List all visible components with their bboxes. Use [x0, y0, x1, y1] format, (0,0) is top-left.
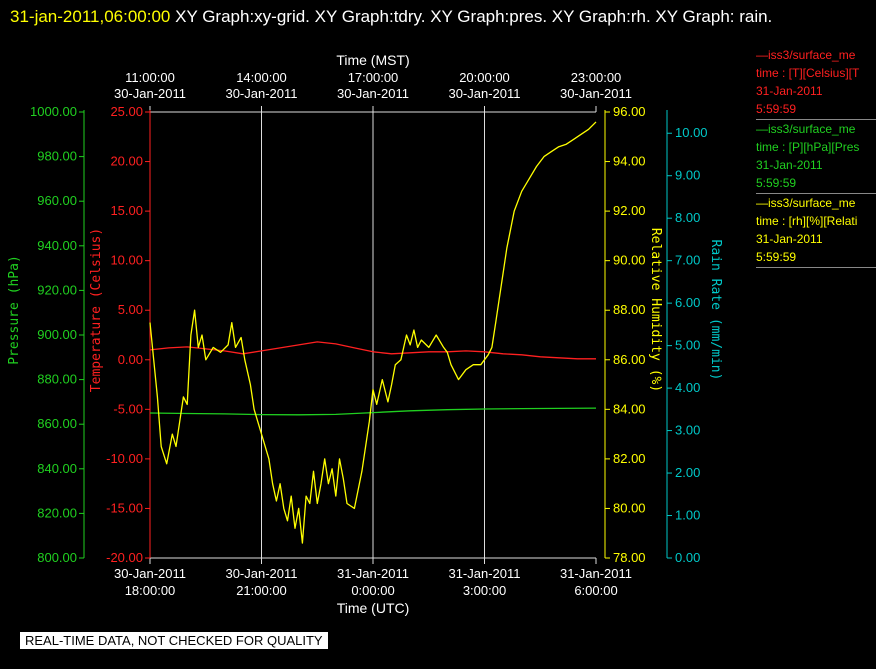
legend-line: time : [P][hPa][Pres: [756, 140, 860, 154]
pressure-tick-label: 800.00: [37, 550, 77, 565]
pressure-tick-label: 980.00: [37, 149, 77, 164]
rh-tick-label: 86.00: [613, 352, 646, 367]
x-tick-label-time: 18:00:00: [125, 583, 176, 598]
rain-tick-label: 7.00: [675, 253, 700, 268]
x-tick-label-date: 30-Jan-2011: [225, 566, 297, 581]
rain-tick-label: 0.00: [675, 550, 700, 565]
x-tick-label-date: 30-Jan-2011: [114, 566, 186, 581]
pressure-series-line: [149, 407, 597, 416]
rain-tick-label: 2.00: [675, 465, 700, 480]
top-tick-label-date: 30-Jan-2011: [560, 86, 632, 101]
rh-tick-label: 84.00: [613, 401, 646, 416]
rh-tick-label: 90.00: [613, 253, 646, 268]
legend-line: time : [rh][%][Relati: [756, 214, 858, 228]
temperature-tick-label: -10.00: [106, 451, 143, 466]
graph-list: XY Graph:xy-grid. XY Graph:tdry. XY Grap…: [175, 7, 773, 26]
legend-line: 5:59:59: [756, 250, 797, 264]
top-tick-label-time: 23:00:00: [571, 70, 622, 85]
pressure-tick-label: 840.00: [37, 461, 77, 476]
quality-notice: REAL-TIME DATA, NOT CHECKED FOR QUALITY: [20, 632, 328, 649]
rh-tick-label: 80.00: [613, 500, 646, 515]
rh-tick-label: 92.00: [613, 203, 646, 218]
x-tick-label-time: 6:00:00: [574, 583, 617, 598]
x-axis-title: Time (UTC): [337, 600, 410, 616]
legend: —iss3/surface_me time : [T][Celsius][T 3…: [756, 46, 876, 268]
top-tick-label-date: 30-Jan-2011: [225, 86, 297, 101]
temperature-tick-label: 20.00: [110, 154, 143, 169]
top-tick-label-date: 30-Jan-2011: [114, 86, 186, 101]
legend-line: time : [T][Celsius][T: [756, 66, 860, 80]
legend-line: 31-Jan-2011: [756, 158, 823, 172]
legend-line: 5:59:59: [756, 102, 797, 116]
rain-tick-label: 3.00: [675, 423, 700, 438]
pressure-axis-title: Pressure (hPa): [7, 255, 22, 365]
temperature-tick-label: -5.00: [113, 401, 143, 416]
legend-line: 31-Jan-2011: [756, 232, 823, 246]
pressure-tick-label: 960.00: [37, 193, 77, 208]
legend-entry-temperature[interactable]: —iss3/surface_me time : [T][Celsius][T 3…: [756, 46, 876, 120]
x-tick-label-time: 3:00:00: [463, 583, 506, 598]
rh-axis-title: Relative Humidity (%): [648, 228, 663, 392]
pressure-tick-label: 1000.00: [30, 104, 77, 119]
temperature-tick-label: -15.00: [106, 500, 143, 515]
top-tick-label-time: 14:00:00: [236, 70, 287, 85]
legend-line: —iss3/surface_me: [756, 196, 856, 210]
top-tick-label-time: 17:00:00: [348, 70, 399, 85]
x-tick-label-time: 21:00:00: [236, 583, 287, 598]
temperature-tick-label: 25.00: [110, 104, 143, 119]
rain-tick-label: 10.00: [675, 125, 708, 140]
page-title: 31-jan-2011,06:00:00 XY Graph:xy-grid. X…: [10, 3, 850, 31]
top-tick-label-time: 20:00:00: [459, 70, 510, 85]
legend-line: 5:59:59: [756, 176, 797, 190]
rh-tick-label: 94.00: [613, 154, 646, 169]
pressure-tick-label: 820.00: [37, 505, 77, 520]
legend-entry-humidity[interactable]: —iss3/surface_me time : [rh][%][Relati 3…: [756, 194, 876, 268]
top-tick-label-date: 30-Jan-2011: [337, 86, 409, 101]
legend-line: 31-Jan-2011: [756, 84, 823, 98]
temperature-series-line: [149, 341, 596, 360]
rh-tick-label: 96.00: [613, 104, 646, 119]
rain-tick-label: 4.00: [675, 380, 700, 395]
rain-axis-title: Rain Rate (mm/min): [708, 240, 723, 381]
rain-tick-label: 5.00: [675, 338, 700, 353]
pressure-tick-label: 880.00: [37, 372, 77, 387]
legend-line: —iss3/surface_me: [756, 48, 856, 62]
temperature-tick-label: 0.00: [118, 352, 143, 367]
top-axis-title: Time (MST): [336, 52, 409, 68]
top-tick-label-time: 11:00:00: [125, 70, 175, 85]
rain-tick-label: 8.00: [675, 210, 700, 225]
timestamp: 31-jan-2011,06:00:00: [10, 7, 171, 26]
pressure-tick-label: 900.00: [37, 327, 77, 342]
pressure-tick-label: 860.00: [37, 416, 77, 431]
legend-line: —iss3/surface_me: [756, 122, 856, 136]
legend-entry-pressure[interactable]: —iss3/surface_me time : [P][hPa][Pres 31…: [756, 120, 876, 194]
rain-tick-label: 1.00: [675, 508, 700, 523]
x-tick-label-date: 31-Jan-2011: [560, 566, 632, 581]
x-tick-label-time: 0:00:00: [351, 583, 394, 598]
rain-tick-label: 9.00: [675, 168, 700, 183]
rh-tick-label: 78.00: [613, 550, 646, 565]
pressure-tick-label: 940.00: [37, 238, 77, 253]
x-tick-label-date: 31-Jan-2011: [448, 566, 520, 581]
x-tick-label-date: 31-Jan-2011: [337, 566, 409, 581]
temperature-axis-title: Temperature (Celsius): [89, 228, 104, 392]
temperature-tick-label: -20.00: [106, 550, 143, 565]
temperature-tick-label: 10.00: [110, 253, 143, 268]
pressure-tick-label: 920.00: [37, 282, 77, 297]
top-tick-label-date: 30-Jan-2011: [448, 86, 520, 101]
temperature-tick-label: 5.00: [118, 302, 143, 317]
rh-tick-label: 82.00: [613, 451, 646, 466]
rain-tick-label: 6.00: [675, 295, 700, 310]
temperature-tick-label: 15.00: [110, 203, 143, 218]
rh-tick-label: 88.00: [613, 302, 646, 317]
rh-series-line: [149, 121, 597, 544]
